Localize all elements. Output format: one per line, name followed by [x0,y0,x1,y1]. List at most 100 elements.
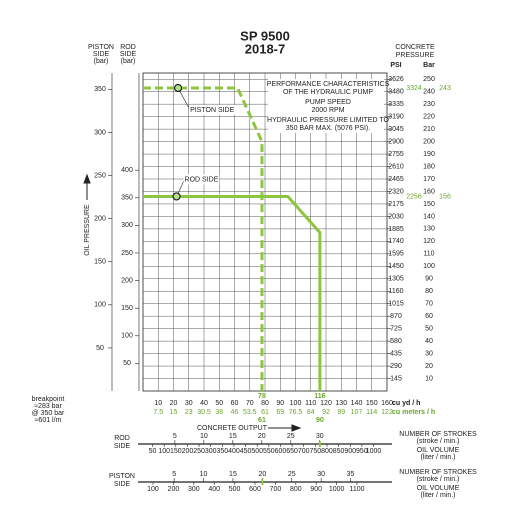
x2-tick-label: 46 [231,409,239,416]
y2-tick-label: 435 [390,350,402,357]
oil-tick-label: 150 [170,448,182,455]
y-tick-label: 90 [425,276,433,283]
y2-unit: PSI [390,62,401,69]
y-tick-label: 80 [425,288,433,295]
info-text: PUMP SPEED [305,99,351,106]
oil-tick-label: 650 [286,448,298,455]
x-tick-label: 100 [290,400,302,407]
x2-tick-label: 15 [170,409,178,416]
oil-tick-label: 50 [149,448,157,455]
oil-tick-label: 350 [216,448,228,455]
left-axis-label: 150 [121,305,133,312]
left-axis-label: 250 [121,250,133,257]
y-tick-label: 160 [423,188,435,195]
left-axis-title: (bar) [94,58,109,65]
left-axis-label: 400 [121,167,133,174]
x-tick-label: 110 [305,400,316,407]
scale-side: SIDE [114,443,131,450]
left-axis-label: 350 [94,86,106,93]
series-marker [173,83,183,93]
y-tick-label: 250 [423,76,435,83]
oil-tick-label: 700 [298,448,310,455]
max-output: 116 [314,393,325,400]
y2-tick-label: 1015 [388,301,404,308]
left-axis-label: 200 [121,277,133,284]
x2-tick-label: 76.5 [289,409,303,416]
y-axis-label: OIL PRESSURE [84,204,91,256]
level-bar: 156 [439,193,451,200]
strokes-tick-label: 15 [229,433,237,440]
oil-tick-label: 1000 [329,486,345,493]
y2-tick-label: 1885 [388,226,404,233]
left-axis-label: 300 [121,222,133,229]
y-tick-label: 60 [425,313,433,320]
y-unit: Bar [423,62,435,69]
x-tick-label: 60 [231,400,239,407]
y-tick-label: 180 [423,163,435,170]
x-tick-label: 70 [246,400,254,407]
y2-tick-label: 1595 [388,251,404,258]
left-axis-title: SIDE [93,51,110,58]
left-axis-title: SIDE [120,51,137,58]
note: ≈283 bar [34,403,62,410]
strokes-tick-label: 10 [200,433,208,440]
oil-tick-label: 300 [188,486,200,493]
oil-tick-label: 400 [228,448,240,455]
oil-tick-label: 300 [205,448,217,455]
oil-tick-label: 100 [158,448,170,455]
x-tick-label: 140 [351,400,363,407]
oil-tick-label: 950 [356,448,368,455]
y-axis-title: PRESSURE [396,52,435,59]
strokes-tick-label: 25 [287,433,295,440]
level-psi: 3324 [406,85,422,92]
y2-tick-label: 290 [390,363,402,370]
y2-tick-label: 1305 [388,276,404,283]
x2-unit: cu meters / h [392,409,435,416]
x-tick-label: 30 [185,400,193,407]
scale-strokes-title: NUMBER OF STROKES [399,469,477,476]
info-box [268,79,384,133]
strokes-tick-label: 20 [258,433,266,440]
y2-tick-label: 1740 [388,238,404,245]
x2-tick-label: 107 [351,409,363,416]
y-tick-label: 190 [423,151,435,158]
y-tick-label: 130 [423,226,435,233]
oil-tick-label: 800 [321,448,333,455]
marker-label-bg [189,104,238,115]
marker-label-bg [183,174,220,185]
info-text: 2000 RPM [311,107,344,114]
strokes-tick-label: 30 [317,471,325,478]
oil-tick-label: 600 [249,486,261,493]
y2-tick-label: 725 [390,326,402,333]
oil-tick-label: 900 [344,448,356,455]
y-tick-label: 200 [423,138,435,145]
x-axis-arrow [268,424,302,432]
strokes-tick-label: 5 [173,433,177,440]
y2-tick-label: 145 [390,375,402,382]
y-tick-label: 240 [423,89,435,96]
scale-side: SIDE [114,481,131,488]
x-tick-label: 20 [170,400,178,407]
info-text: 350 BAR MAX. (5076 PSI). [286,125,370,132]
y-tick-label: 50 [425,325,433,332]
oil-tick-label: 850 [333,448,345,455]
x2-tick-label: 38 [215,409,223,416]
strokes-tick-label: 35 [347,471,355,478]
y-axis-arrow [83,173,91,200]
legend-label: PISTON SIDE [190,107,235,114]
y-tick-label: 20 [425,363,433,370]
y-tick-label: 30 [425,350,433,357]
x2-tick-label: 99 [337,409,345,416]
y2-tick-label: 1450 [388,263,404,270]
oil-tick-label: 400 [208,486,220,493]
y-tick-label: 40 [425,338,433,345]
scale-strokes-title: NUMBER OF STROKES [399,431,477,438]
y-tick-label: 120 [423,238,435,245]
oil-tick-label: 500 [251,448,263,455]
x-tick-label: 80 [261,400,269,407]
scale-oil-title: OIL VOLUME [417,485,460,492]
x2-tick-label: 92 [322,409,330,416]
left-axis-title: ROD [120,44,136,51]
left-axis-label: 350 [121,195,133,202]
